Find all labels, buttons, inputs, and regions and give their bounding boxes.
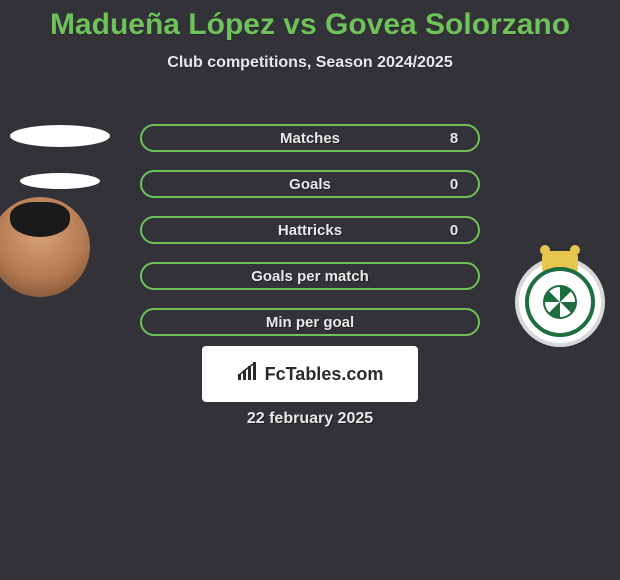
watermark-text: FcTables.com [265,364,384,385]
stat-right-value: 0 [430,176,478,193]
stat-right-value: 0 [430,222,478,239]
stat-label: Matches [190,130,430,147]
club-crest-right [515,257,605,347]
stat-right-value: 8 [430,130,478,147]
stat-row-goals-per-match: Goals per match [140,262,480,290]
subtitle: Club competitions, Season 2024/2025 [0,54,620,72]
stat-row-goals: Goals 0 [140,170,480,198]
stat-label: Hattricks [190,222,430,239]
bar-chart-icon [237,362,259,387]
stats-container: Matches 8 Goals 0 Hattricks 0 Goals per … [140,124,480,354]
placeholder-shape [20,173,100,189]
date-label: 22 february 2025 [0,410,620,428]
stat-label: Goals [190,176,430,193]
stat-label: Goals per match [190,268,430,285]
watermark: FcTables.com [202,346,418,402]
stat-label: Min per goal [190,314,430,331]
club-crest-left [15,257,105,347]
crest-ball-icon [543,285,577,319]
stat-row-min-per-goal: Min per goal [140,308,480,336]
placeholder-shape [10,125,110,147]
stat-row-matches: Matches 8 [140,124,480,152]
stat-row-hattricks: Hattricks 0 [140,216,480,244]
page-title: Madueña López vs Govea Solorzano [0,0,620,42]
